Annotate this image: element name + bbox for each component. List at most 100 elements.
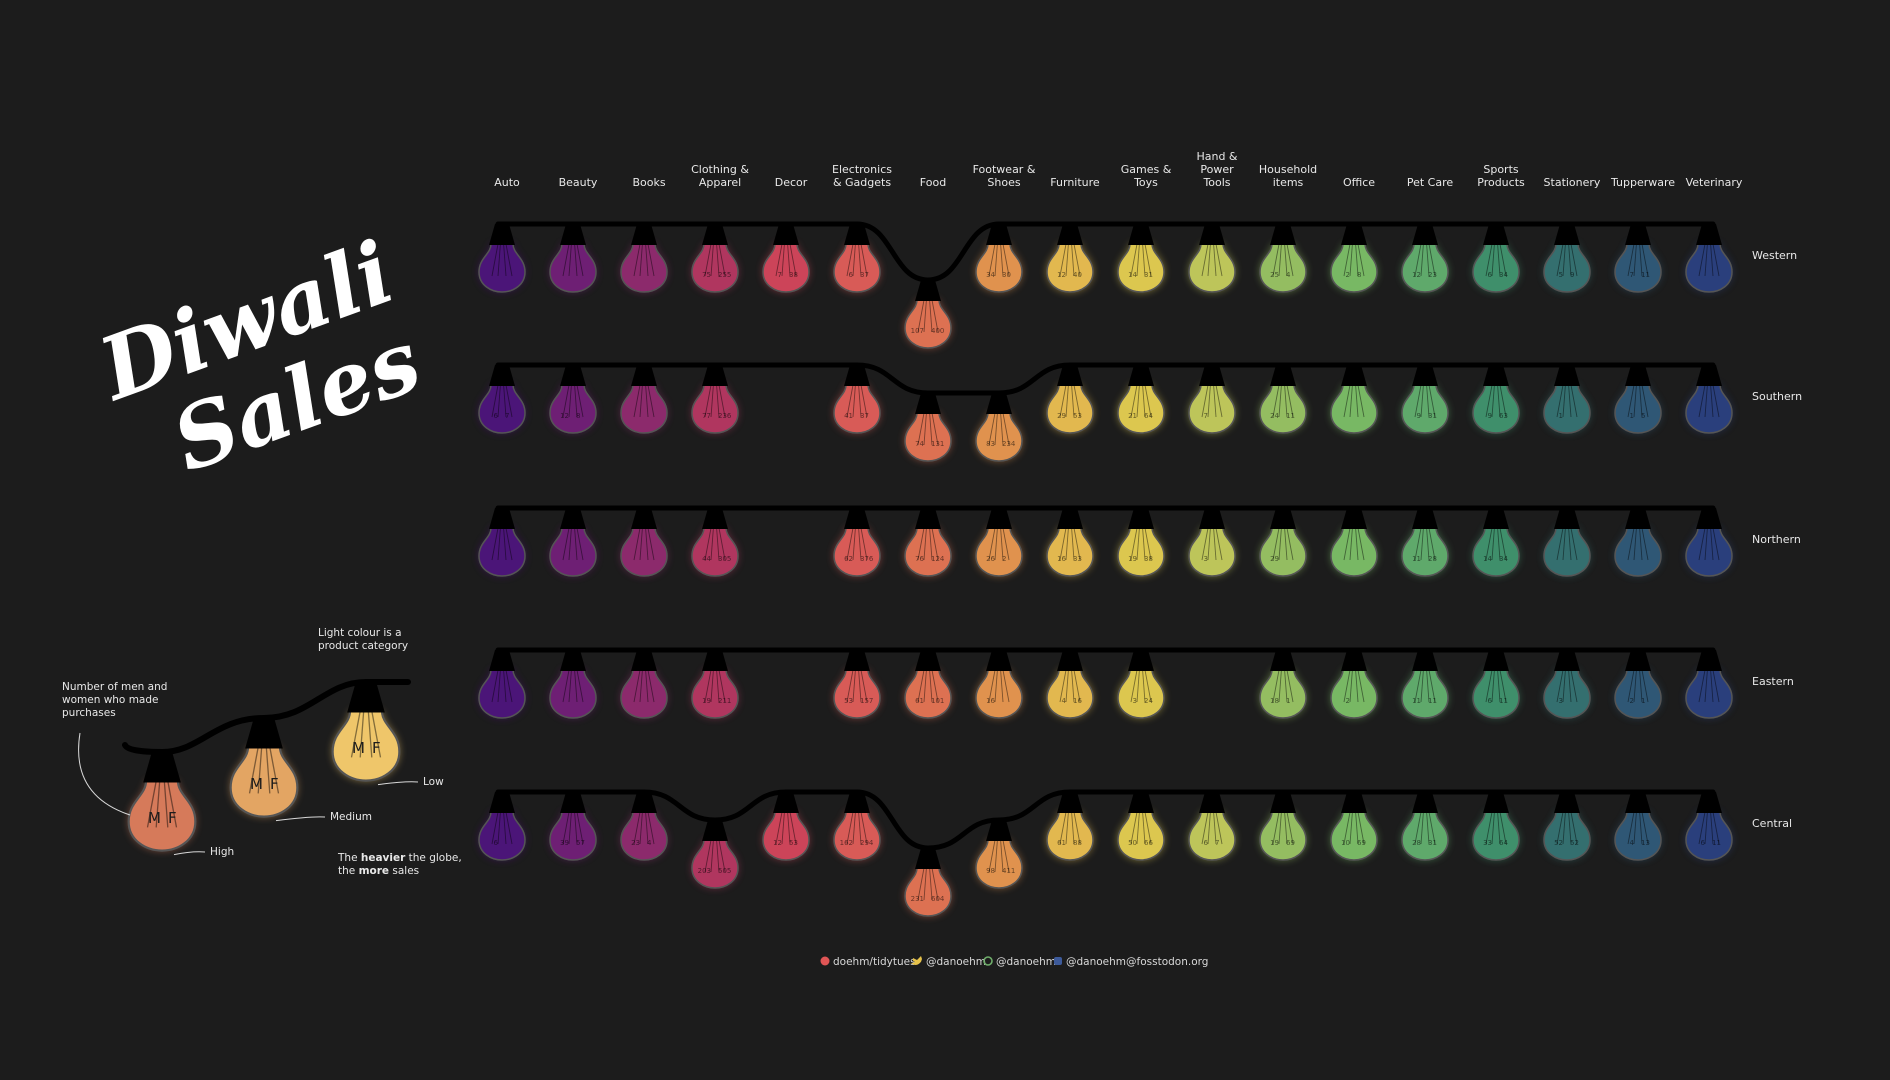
title: Diwali Sales <box>85 222 434 492</box>
category-label: Hand & Power Tools <box>1196 150 1237 189</box>
value-male: 12 <box>773 839 782 847</box>
value-female: 16 <box>1073 697 1082 705</box>
value-female: 2 <box>1002 555 1006 563</box>
value-female: 11 <box>1428 697 1437 705</box>
value-male: 29 <box>1270 555 1279 563</box>
bulb <box>620 224 668 293</box>
bulb <box>904 508 952 577</box>
bulb <box>1117 224 1165 293</box>
bulb <box>620 792 668 861</box>
value-female: 505 <box>718 867 731 875</box>
value-female: 37 <box>860 412 869 420</box>
value-female: 24 <box>1144 697 1153 705</box>
bulb <box>691 365 739 434</box>
category-label: Stationery <box>1544 176 1601 189</box>
bulb <box>549 650 597 719</box>
value-female: 33 <box>1073 555 1082 563</box>
value-male: 3 <box>1133 697 1137 705</box>
legend-level-label: Low <box>423 776 444 788</box>
bulb <box>1614 508 1662 577</box>
value-male: 21 <box>1128 412 1137 420</box>
category-labels: Auto Beauty Books Clothing & Apparel Decor Ele… <box>494 150 1743 189</box>
category-label: Clothing & Apparel <box>691 163 749 189</box>
region-label: Southern <box>1752 390 1802 403</box>
threads-icon <box>983 956 993 966</box>
wire <box>495 362 1716 396</box>
value-male: 29 <box>1057 412 1066 420</box>
bulb <box>1401 365 1449 434</box>
bulb <box>1117 650 1165 719</box>
value-female: 411 <box>1002 867 1015 875</box>
bulb <box>1188 224 1236 293</box>
bulb <box>478 224 526 293</box>
legend-note-counts: Number of men and women who made purchases <box>62 681 167 719</box>
value-male: 4 <box>1630 839 1635 847</box>
bulb <box>620 508 668 577</box>
value-female: 63 <box>1499 412 1508 420</box>
bulb <box>549 792 597 861</box>
value-male: 107 <box>911 327 924 335</box>
bulb <box>1117 365 1165 434</box>
legend: Number of men and women who made purchases… <box>62 627 462 877</box>
legend-arrow <box>275 816 326 822</box>
value-male: 26 <box>986 555 995 563</box>
category-label: Auto <box>494 176 520 189</box>
category-label: Office <box>1343 176 1375 189</box>
legend-m: M <box>250 775 263 793</box>
bulb <box>691 820 739 889</box>
value-male: 11 <box>1412 697 1421 705</box>
value-male: 41 <box>844 412 853 420</box>
bulb <box>1685 650 1733 719</box>
bulb <box>478 650 526 719</box>
bulb <box>833 792 881 861</box>
bulb <box>975 508 1023 577</box>
bulb <box>904 848 952 917</box>
value-male: 34 <box>986 271 995 279</box>
value-male: 74 <box>915 440 924 448</box>
legend-f: F <box>270 775 279 793</box>
legend-m: M <box>148 809 161 827</box>
bulb <box>1401 508 1449 577</box>
value-male: 1 <box>1630 412 1634 420</box>
bulb <box>1330 792 1378 861</box>
bulb <box>904 650 952 719</box>
bulb <box>975 650 1023 719</box>
bulb <box>975 820 1023 889</box>
bulb <box>1614 224 1662 293</box>
bulb <box>1259 224 1307 293</box>
bulb <box>1614 365 1662 434</box>
value-male: 10 <box>1341 839 1350 847</box>
bulb <box>833 224 881 293</box>
value-female: 38 <box>789 271 798 279</box>
value-male: 24 <box>1270 412 1279 420</box>
value-male: 5 <box>1559 271 1563 279</box>
value-female: 1 <box>1286 697 1290 705</box>
legend-f: F <box>168 809 177 827</box>
value-female: 604 <box>931 895 945 903</box>
value-female: 8 <box>576 412 580 420</box>
value-male: 6 <box>1488 697 1493 705</box>
bulb <box>1685 365 1733 434</box>
value-female: 64 <box>1144 412 1153 420</box>
bulb <box>833 508 881 577</box>
bulb <box>691 224 739 293</box>
value-female: 11 <box>1641 271 1650 279</box>
legend-bulb-low <box>331 682 401 782</box>
value-male: 6 <box>494 839 499 847</box>
bulb <box>691 650 739 719</box>
value-female: 38 <box>1144 555 1153 563</box>
bulb <box>1543 508 1591 577</box>
category-label: Tupperware <box>1610 176 1675 189</box>
value-female: 157 <box>860 697 873 705</box>
value-female: 11 <box>1499 697 1508 705</box>
value-male: 2 <box>1346 271 1350 279</box>
bulb <box>1543 650 1591 719</box>
bulb <box>1401 224 1449 293</box>
value-female: 31 <box>1144 271 1153 279</box>
value-male: 62 <box>844 555 853 563</box>
